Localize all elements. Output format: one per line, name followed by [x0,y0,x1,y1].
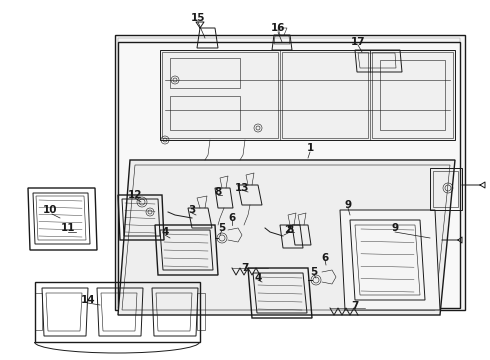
Polygon shape [118,38,460,308]
Text: 9: 9 [344,200,351,210]
Text: 5: 5 [310,267,318,277]
Text: 8: 8 [215,187,221,197]
Text: 17: 17 [351,37,366,47]
Text: 16: 16 [271,23,285,33]
Text: 4: 4 [161,227,169,237]
Polygon shape [115,35,465,310]
Text: 12: 12 [128,190,142,200]
Text: 1: 1 [306,143,314,153]
Polygon shape [118,42,460,308]
Text: 7: 7 [241,263,249,273]
Text: 6: 6 [228,213,236,223]
Text: 15: 15 [191,13,205,23]
Polygon shape [160,50,455,140]
Text: 8: 8 [286,225,294,235]
Text: 5: 5 [219,223,225,233]
Polygon shape [340,210,440,310]
Text: 13: 13 [235,183,249,193]
Text: 10: 10 [43,205,57,215]
Text: 2: 2 [284,225,292,235]
Text: 3: 3 [188,205,196,215]
Polygon shape [118,160,455,315]
Text: 14: 14 [81,295,96,305]
Text: 6: 6 [321,253,329,263]
Text: 7: 7 [351,301,359,311]
Text: 9: 9 [392,223,398,233]
Text: 4: 4 [254,273,262,283]
Text: 11: 11 [61,223,75,233]
